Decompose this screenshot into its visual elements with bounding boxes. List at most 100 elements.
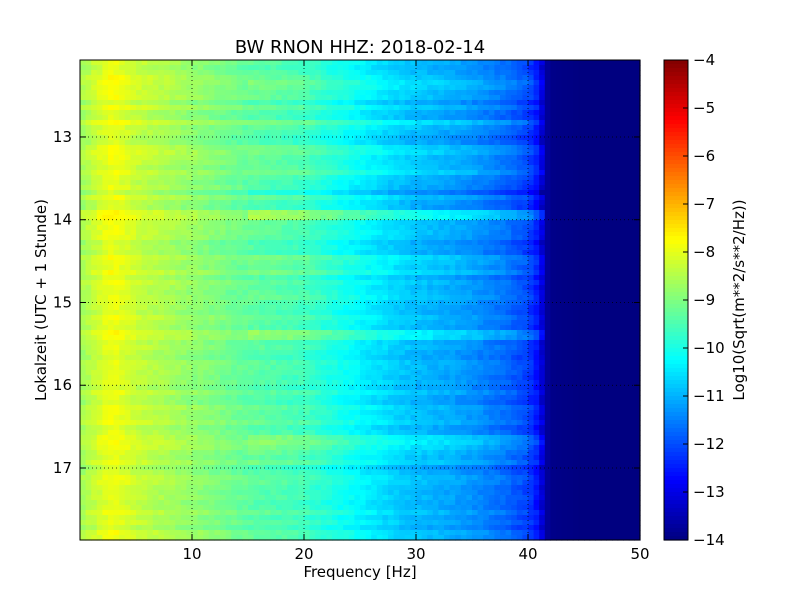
heatmap-cell (612, 210, 619, 216)
heatmap-cell (343, 80, 350, 86)
heatmap-cell (119, 95, 126, 101)
heatmap-cell (175, 195, 182, 201)
heatmap-cell (270, 225, 277, 231)
heatmap-cell (141, 180, 148, 186)
heatmap-cell (365, 185, 372, 191)
heatmap-cell (466, 170, 473, 176)
heatmap-cell (371, 90, 378, 96)
heatmap-cell (544, 295, 551, 301)
heatmap-cell (505, 95, 512, 101)
heatmap-cell (348, 105, 355, 111)
heatmap-cell (612, 305, 619, 311)
heatmap-cell (242, 235, 249, 241)
heatmap-cell (449, 295, 456, 301)
heatmap-cell (169, 265, 176, 271)
heatmap-cell (399, 145, 406, 151)
heatmap-cell (539, 115, 546, 121)
heatmap-cell (612, 180, 619, 186)
heatmap-cell (225, 65, 232, 71)
heatmap-cell (124, 180, 131, 186)
heatmap-cell (304, 295, 311, 301)
heatmap-cell (304, 235, 311, 241)
heatmap-cell (304, 150, 311, 156)
heatmap-cell (578, 125, 585, 131)
heatmap-cell (488, 220, 495, 226)
heatmap-cell (612, 235, 619, 241)
heatmap-cell (505, 250, 512, 256)
heatmap-cell (102, 255, 109, 261)
heatmap-cell (623, 225, 630, 231)
heatmap-cell (472, 220, 479, 226)
heatmap-cell (164, 105, 171, 111)
heatmap-cell (281, 195, 288, 201)
heatmap-cell (533, 295, 540, 301)
heatmap-cell (298, 195, 305, 201)
heatmap-cell (477, 140, 484, 146)
heatmap-cell (528, 80, 535, 86)
heatmap-cell (500, 205, 507, 211)
heatmap-cell (203, 75, 210, 81)
heatmap-cell (595, 180, 602, 186)
heatmap-cell (567, 305, 574, 311)
heatmap-cell (404, 285, 411, 291)
heatmap-cell (304, 65, 311, 71)
heatmap-cell (292, 250, 299, 256)
heatmap-cell (623, 280, 630, 286)
heatmap-cell (488, 265, 495, 271)
heatmap-cell (354, 90, 361, 96)
heatmap-cell (578, 185, 585, 191)
heatmap-cell (500, 95, 507, 101)
heatmap-cell (561, 125, 568, 131)
heatmap-cell (360, 170, 367, 176)
heatmap-cell (242, 210, 249, 216)
heatmap-cell (516, 210, 523, 216)
heatmap-cell (628, 220, 635, 226)
heatmap-cell (483, 295, 490, 301)
heatmap-cell (259, 240, 266, 246)
heatmap-cell (466, 110, 473, 116)
heatmap-cell (427, 200, 434, 206)
heatmap-cell (488, 140, 495, 146)
heatmap-cell (147, 180, 154, 186)
heatmap-cell (248, 265, 255, 271)
heatmap-cell (119, 90, 126, 96)
heatmap-cell (466, 165, 473, 171)
heatmap-cell (175, 255, 182, 261)
heatmap-cell (343, 100, 350, 106)
heatmap-cell (214, 145, 221, 151)
heatmap-cell (248, 245, 255, 251)
heatmap-cell (444, 110, 451, 116)
heatmap-cell (427, 180, 434, 186)
heatmap-cell (360, 240, 367, 246)
heatmap-cell (572, 140, 579, 146)
heatmap-cell (567, 300, 574, 306)
heatmap-cell (578, 120, 585, 126)
heatmap-cell (253, 270, 260, 276)
heatmap-cell (158, 240, 165, 246)
heatmap-cell (152, 195, 159, 201)
heatmap-cell (606, 160, 613, 166)
heatmap-cell (91, 150, 98, 156)
heatmap-cell (511, 230, 518, 236)
heatmap-cell (203, 85, 210, 91)
heatmap-cell (136, 250, 143, 256)
heatmap-cell (119, 185, 126, 191)
heatmap-cell (192, 240, 199, 246)
heatmap-cell (500, 300, 507, 306)
heatmap-cell (85, 180, 92, 186)
heatmap-cell (80, 285, 87, 291)
heatmap-cell (326, 200, 333, 206)
heatmap-cell (259, 190, 266, 196)
heatmap-cell (281, 285, 288, 291)
heatmap-cell (449, 150, 456, 156)
heatmap-cell (365, 170, 372, 176)
heatmap-cell (516, 95, 523, 101)
heatmap-cell (354, 210, 361, 216)
heatmap-cell (80, 140, 87, 146)
heatmap-cell (203, 140, 210, 146)
heatmap-cell (393, 235, 400, 241)
heatmap-cell (460, 245, 467, 251)
heatmap-cell (617, 290, 624, 296)
heatmap-cell (578, 235, 585, 241)
heatmap-cell (516, 230, 523, 236)
